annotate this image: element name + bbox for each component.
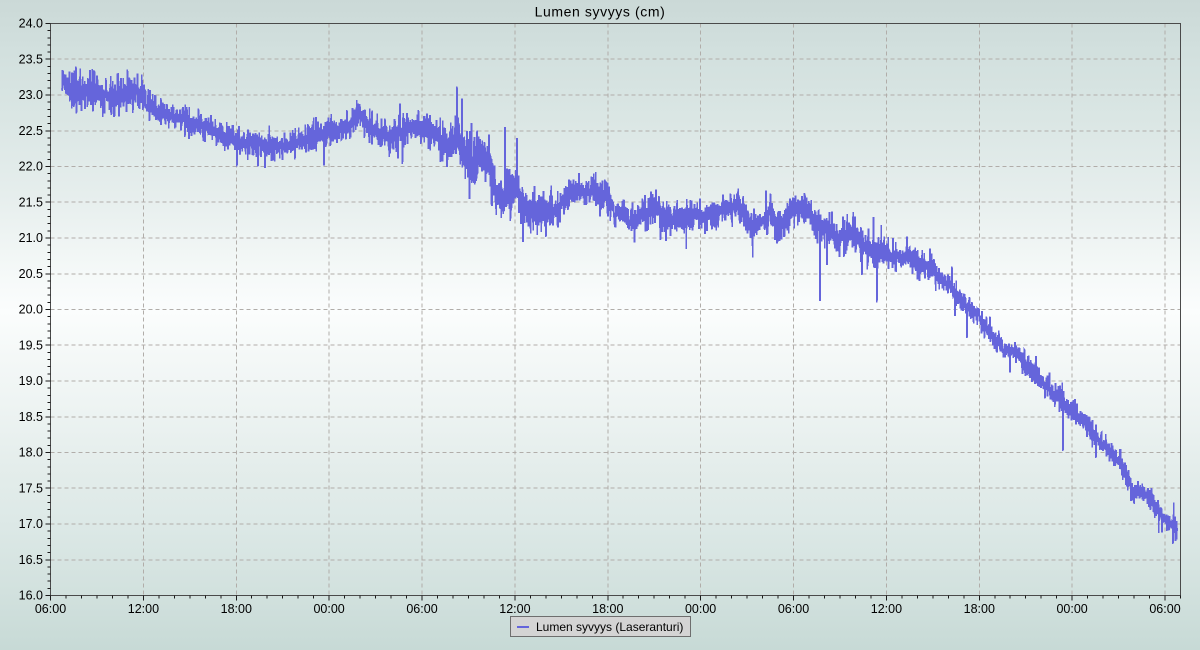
svg-text:20.0: 20.0 [19,303,43,317]
svg-text:16.0: 16.0 [19,589,43,603]
svg-text:21.5: 21.5 [19,195,43,209]
svg-text:06:00: 06:00 [35,602,66,616]
svg-text:17.0: 17.0 [19,517,43,531]
svg-text:06:00: 06:00 [1149,602,1180,616]
svg-text:24.0: 24.0 [19,17,43,31]
svg-text:18:00: 18:00 [964,602,995,616]
svg-text:Lumen syvyys (cm): Lumen syvyys (cm) [535,4,666,20]
svg-text:12:00: 12:00 [128,602,159,616]
svg-text:06:00: 06:00 [778,602,809,616]
svg-text:18.5: 18.5 [19,410,43,424]
svg-text:22.0: 22.0 [19,160,43,174]
svg-text:00:00: 00:00 [685,602,716,616]
svg-text:22.5: 22.5 [19,124,43,138]
svg-text:00:00: 00:00 [1056,602,1087,616]
svg-text:19.5: 19.5 [19,338,43,352]
svg-text:21.0: 21.0 [19,231,43,245]
svg-text:18.0: 18.0 [19,446,43,460]
svg-text:23.0: 23.0 [19,88,43,102]
svg-text:16.5: 16.5 [19,553,43,567]
svg-text:19.0: 19.0 [19,374,43,388]
svg-text:12:00: 12:00 [871,602,902,616]
svg-text:06:00: 06:00 [406,602,437,616]
svg-text:00:00: 00:00 [313,602,344,616]
svg-text:Lumen syvyys (Laseranturi): Lumen syvyys (Laseranturi) [536,620,683,634]
svg-text:18:00: 18:00 [592,602,623,616]
svg-text:12:00: 12:00 [499,602,530,616]
svg-text:23.5: 23.5 [19,53,43,67]
svg-text:17.5: 17.5 [19,481,43,495]
svg-text:18:00: 18:00 [221,602,252,616]
svg-text:20.5: 20.5 [19,267,43,281]
